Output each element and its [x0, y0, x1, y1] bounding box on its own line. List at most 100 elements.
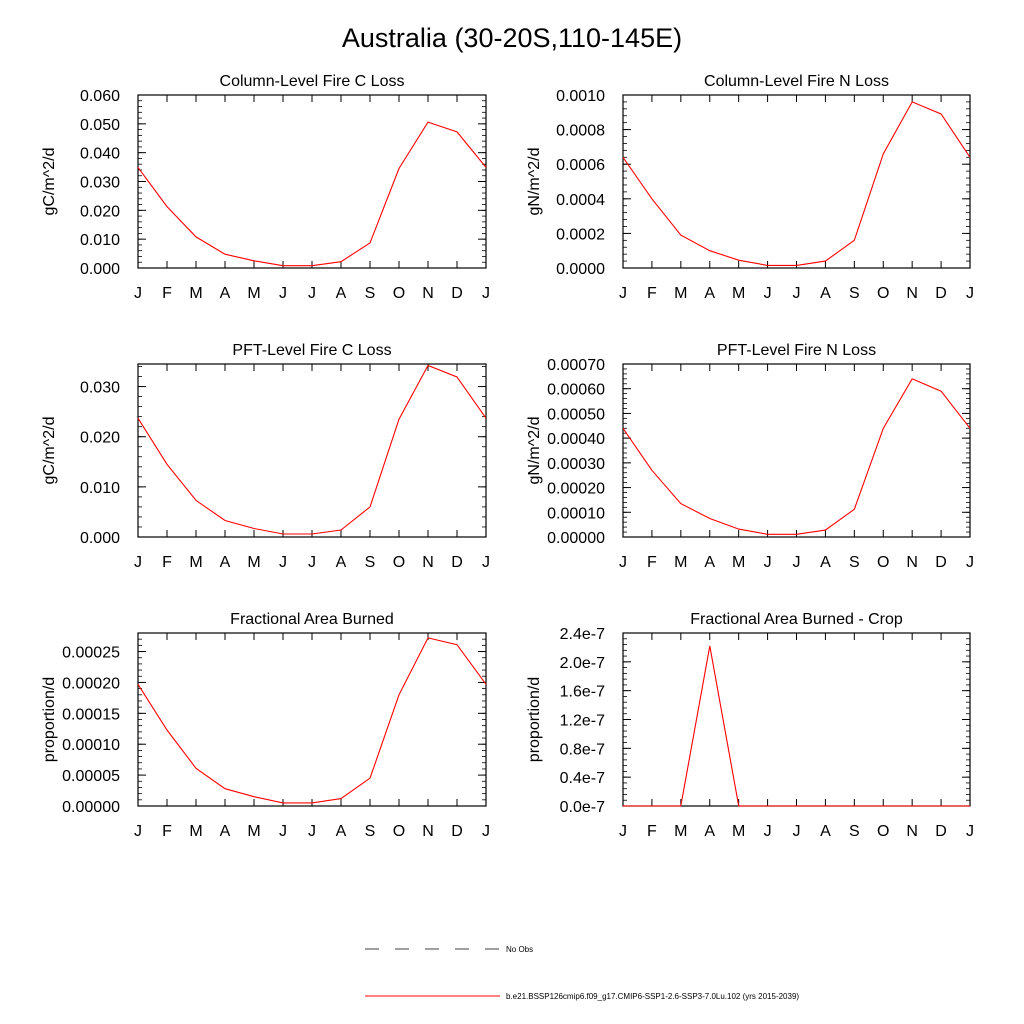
x-tick-label: J — [482, 285, 490, 302]
y-tick-label: 0.0000 — [556, 261, 605, 278]
x-tick-label: A — [820, 823, 831, 840]
x-tick-label: J — [966, 554, 974, 571]
x-tick-label: M — [189, 554, 202, 571]
series-line — [137, 364, 487, 535]
x-tick-label: F — [162, 285, 172, 302]
y-axis-label: proportion/d — [41, 677, 58, 762]
y-tick-label: 0.030 — [80, 175, 120, 192]
y-tick-label: 0.00005 — [62, 768, 120, 785]
x-tick-label: O — [393, 554, 405, 571]
y-tick-label: 0.000 — [80, 261, 120, 278]
y-tick-label: 0.020 — [80, 430, 120, 447]
figure-title: Australia (30-20S,110-145E) — [341, 23, 683, 53]
x-tick-label: J — [793, 285, 801, 302]
y-tick-label: 0.0004 — [556, 192, 605, 209]
x-tick-label: A — [336, 823, 347, 840]
x-tick-label: D — [935, 554, 947, 571]
x-tick-label: S — [365, 285, 376, 302]
x-tick-label: S — [365, 554, 376, 571]
y-tick-label: 0.00000 — [547, 530, 605, 547]
chart-title: PFT-Level Fire N Loss — [717, 342, 876, 359]
x-tick-label: J — [279, 554, 287, 571]
y-tick-label: 0.00020 — [62, 675, 120, 692]
legend: No Obs b.e21.BSSP126cmip6.f09_g17.CMIP6-S… — [365, 945, 799, 1001]
x-tick-label: J — [482, 823, 490, 840]
x-tick-label: O — [393, 823, 405, 840]
x-tick-label: O — [877, 823, 889, 840]
y-tick-label: 0.00030 — [547, 456, 605, 473]
y-tick-label: 0.060 — [80, 88, 120, 105]
x-tick-label: F — [162, 823, 172, 840]
x-tick-label: J — [764, 554, 772, 571]
chart-panel-6: Fractional Area Burned - Crop proportion/… — [526, 611, 974, 840]
x-tick-label: J — [793, 823, 801, 840]
x-tick-label: D — [935, 285, 947, 302]
x-tick-label: M — [732, 823, 745, 840]
x-tick-label: O — [877, 554, 889, 571]
x-tick-label: M — [247, 823, 260, 840]
x-tick-label: N — [422, 823, 434, 840]
y-tick-label: 0.030 — [80, 380, 120, 397]
x-tick-label: M — [674, 554, 687, 571]
y-tick-label: 0.0010 — [556, 88, 605, 105]
plot-frame — [622, 632, 971, 807]
y-axis-label: gN/m^2/d — [526, 417, 543, 485]
y-tick-label: 0.0006 — [556, 157, 605, 174]
x-tick-label: M — [732, 285, 745, 302]
x-tick-label: J — [279, 823, 287, 840]
x-tick-label: J — [966, 823, 974, 840]
plot-frame — [137, 363, 487, 538]
y-tick-label: 0.00010 — [62, 737, 120, 754]
y-tick-label: 0.010 — [80, 480, 120, 497]
y-tick-label: 0.00060 — [547, 382, 605, 399]
series-line — [137, 637, 487, 804]
y-tick-label: 0.00000 — [62, 799, 120, 816]
x-tick-label: N — [422, 285, 434, 302]
y-axis-label: proportion/d — [526, 677, 543, 762]
x-tick-label: M — [674, 823, 687, 840]
chart-title: PFT-Level Fire C Loss — [232, 342, 391, 359]
y-tick-label: 0.0e-7 — [560, 799, 605, 816]
x-tick-label: D — [935, 823, 947, 840]
series-line — [622, 101, 971, 266]
x-tick-label: N — [422, 554, 434, 571]
x-tick-label: J — [793, 554, 801, 571]
y-axis-label: gC/m^2/d — [41, 417, 58, 485]
x-tick-label: J — [279, 285, 287, 302]
x-tick-label: J — [134, 823, 142, 840]
x-tick-label: J — [764, 823, 772, 840]
x-tick-label: J — [308, 554, 316, 571]
y-tick-label: 2.4e-7 — [560, 626, 605, 643]
y-tick-label: 0.00010 — [547, 505, 605, 522]
x-tick-label: M — [247, 554, 260, 571]
x-tick-label: S — [849, 823, 860, 840]
y-tick-label: 0.8e-7 — [560, 741, 605, 758]
x-tick-label: D — [451, 554, 463, 571]
x-tick-label: M — [247, 285, 260, 302]
series-line — [623, 645, 970, 807]
x-tick-label: N — [906, 285, 918, 302]
series-line — [137, 121, 487, 267]
x-tick-label: M — [189, 285, 202, 302]
x-tick-label: J — [134, 554, 142, 571]
x-tick-label: M — [674, 285, 687, 302]
y-tick-label: 0.0008 — [556, 123, 605, 140]
x-tick-label: S — [365, 823, 376, 840]
x-tick-label: N — [906, 554, 918, 571]
y-tick-label: 0.00025 — [62, 645, 120, 662]
plot-frame — [137, 94, 487, 269]
y-tick-label: 0.040 — [80, 146, 120, 163]
x-tick-label: F — [647, 285, 657, 302]
x-tick-label: A — [220, 823, 231, 840]
chart-title: Fractional Area Burned — [230, 611, 394, 628]
x-tick-label: J — [308, 823, 316, 840]
y-tick-label: 0.00015 — [62, 706, 120, 723]
y-tick-label: 0.050 — [80, 117, 120, 134]
y-axis-label: gN/m^2/d — [526, 148, 543, 216]
x-tick-label: D — [451, 823, 463, 840]
